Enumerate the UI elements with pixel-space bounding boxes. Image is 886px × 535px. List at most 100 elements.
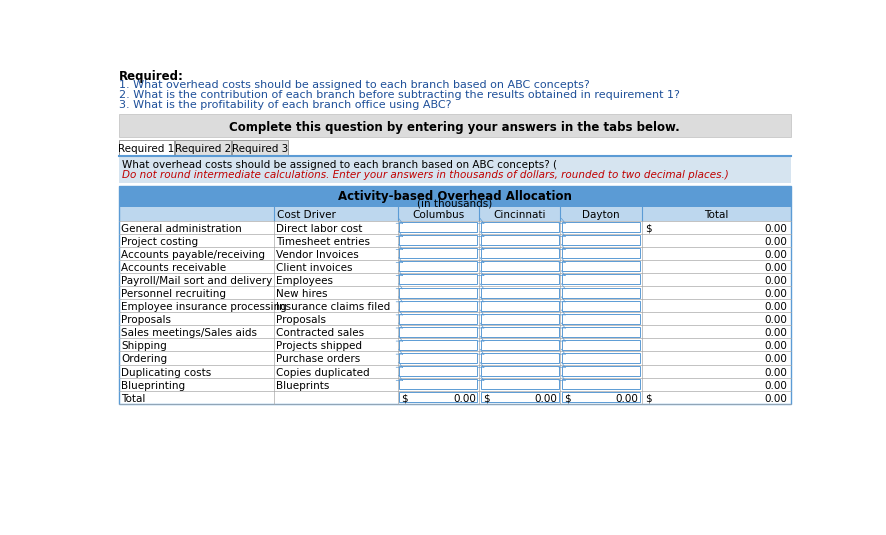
Text: 0.00: 0.00 <box>764 263 787 273</box>
Bar <box>399 340 477 350</box>
Bar <box>562 274 640 285</box>
Bar <box>119 312 789 325</box>
Text: 3. What is the profitability of each branch office using ABC?: 3. What is the profitability of each bra… <box>119 100 451 110</box>
Bar <box>562 301 640 311</box>
Text: 0.00: 0.00 <box>764 355 787 364</box>
Text: Personnel recruiting: Personnel recruiting <box>120 289 226 299</box>
Bar <box>119 351 789 364</box>
Text: Shipping: Shipping <box>120 341 167 351</box>
Text: Blueprinting: Blueprinting <box>120 381 185 391</box>
Bar <box>399 314 477 324</box>
Text: 0.00: 0.00 <box>764 302 787 312</box>
Text: $: $ <box>401 394 408 404</box>
Text: Activity-based Overhead Allocation: Activity-based Overhead Allocation <box>338 190 571 203</box>
Text: 0.00: 0.00 <box>764 236 787 247</box>
Bar <box>562 340 640 350</box>
Bar <box>399 379 477 389</box>
Bar <box>231 140 287 156</box>
Bar <box>480 327 558 337</box>
Bar <box>562 366 640 376</box>
Text: 0.00: 0.00 <box>533 394 556 404</box>
Text: 0.00: 0.00 <box>764 315 787 325</box>
Text: $: $ <box>563 394 571 404</box>
Bar <box>399 366 477 376</box>
Text: New hires: New hires <box>276 289 327 299</box>
Bar <box>119 364 789 378</box>
Bar <box>562 392 640 402</box>
Text: 0.00: 0.00 <box>764 224 787 234</box>
Bar <box>480 379 558 389</box>
Text: (in thousands): (in thousands) <box>416 198 492 208</box>
Text: Direct labor cost: Direct labor cost <box>276 224 361 234</box>
Text: Insurance claims filed: Insurance claims filed <box>276 302 390 312</box>
Text: Accounts payable/receiving: Accounts payable/receiving <box>120 250 265 260</box>
Text: 0.00: 0.00 <box>764 368 787 378</box>
Bar <box>562 235 640 245</box>
Bar <box>480 392 558 402</box>
Bar <box>399 261 477 271</box>
Text: $: $ <box>482 394 489 404</box>
Bar <box>562 314 640 324</box>
Text: Contracted sales: Contracted sales <box>276 328 363 338</box>
Text: 0.00: 0.00 <box>764 381 787 391</box>
Text: Required 1: Required 1 <box>118 144 175 154</box>
Bar <box>399 301 477 311</box>
Bar <box>119 299 789 312</box>
Bar <box>480 353 558 363</box>
Bar <box>399 287 477 297</box>
Bar <box>562 261 640 271</box>
Bar <box>480 248 558 258</box>
Text: Duplicating costs: Duplicating costs <box>120 368 211 378</box>
Bar <box>119 338 789 351</box>
Bar <box>175 140 230 156</box>
Text: Payroll/Mail sort and delivery: Payroll/Mail sort and delivery <box>120 276 272 286</box>
Bar <box>399 327 477 337</box>
Text: Blueprints: Blueprints <box>276 381 329 391</box>
Text: Client invoices: Client invoices <box>276 263 352 273</box>
Text: Complete this question by entering your answers in the tabs below.: Complete this question by entering your … <box>229 121 680 134</box>
Bar <box>562 222 640 232</box>
Bar <box>119 186 789 208</box>
Text: 0.00: 0.00 <box>764 328 787 338</box>
Bar <box>399 353 477 363</box>
Text: 0.00: 0.00 <box>453 394 476 404</box>
Text: 2. What is the contribution of each branch before subtracting the results obtain: 2. What is the contribution of each bran… <box>119 89 679 100</box>
Text: Required:: Required: <box>119 70 183 82</box>
Bar <box>399 392 477 402</box>
Text: 1. What overhead costs should be assigned to each branch based on ABC concepts?: 1. What overhead costs should be assigne… <box>119 80 588 89</box>
Text: Required 2: Required 2 <box>175 144 231 154</box>
Text: Proposals: Proposals <box>120 315 171 325</box>
Bar <box>399 248 477 258</box>
Bar <box>480 222 558 232</box>
Bar <box>480 301 558 311</box>
Text: Accounts receivable: Accounts receivable <box>120 263 226 273</box>
Bar <box>399 235 477 245</box>
Bar <box>119 273 789 286</box>
Bar <box>119 140 175 156</box>
Text: Required 3: Required 3 <box>231 144 287 154</box>
Text: Total: Total <box>120 394 145 404</box>
Text: What overhead costs should be assigned to each branch based on ABC concepts? (: What overhead costs should be assigned t… <box>121 159 556 170</box>
Text: Columbus: Columbus <box>412 210 464 220</box>
Bar <box>480 314 558 324</box>
Text: 0.00: 0.00 <box>764 250 787 260</box>
Text: 0.00: 0.00 <box>764 341 787 351</box>
Text: 0.00: 0.00 <box>764 394 787 404</box>
Bar <box>562 248 640 258</box>
Text: Purchase orders: Purchase orders <box>276 355 360 364</box>
Text: Do not round intermediate calculations. Enter your answers in thousands of dolla: Do not round intermediate calculations. … <box>121 170 727 180</box>
Bar <box>119 234 789 247</box>
Bar <box>480 235 558 245</box>
Bar <box>119 325 789 338</box>
Text: Sales meetings/Sales aids: Sales meetings/Sales aids <box>120 328 257 338</box>
Bar <box>119 391 789 404</box>
Text: 0.00: 0.00 <box>764 289 787 299</box>
Text: Ordering: Ordering <box>120 355 167 364</box>
Text: Dayton: Dayton <box>581 210 619 220</box>
Text: Vendor Invoices: Vendor Invoices <box>276 250 358 260</box>
Text: Proposals: Proposals <box>276 315 325 325</box>
Bar <box>119 247 789 260</box>
Text: Employee insurance processing: Employee insurance processing <box>120 302 286 312</box>
Text: Total: Total <box>703 210 727 220</box>
Text: General administration: General administration <box>120 224 241 234</box>
